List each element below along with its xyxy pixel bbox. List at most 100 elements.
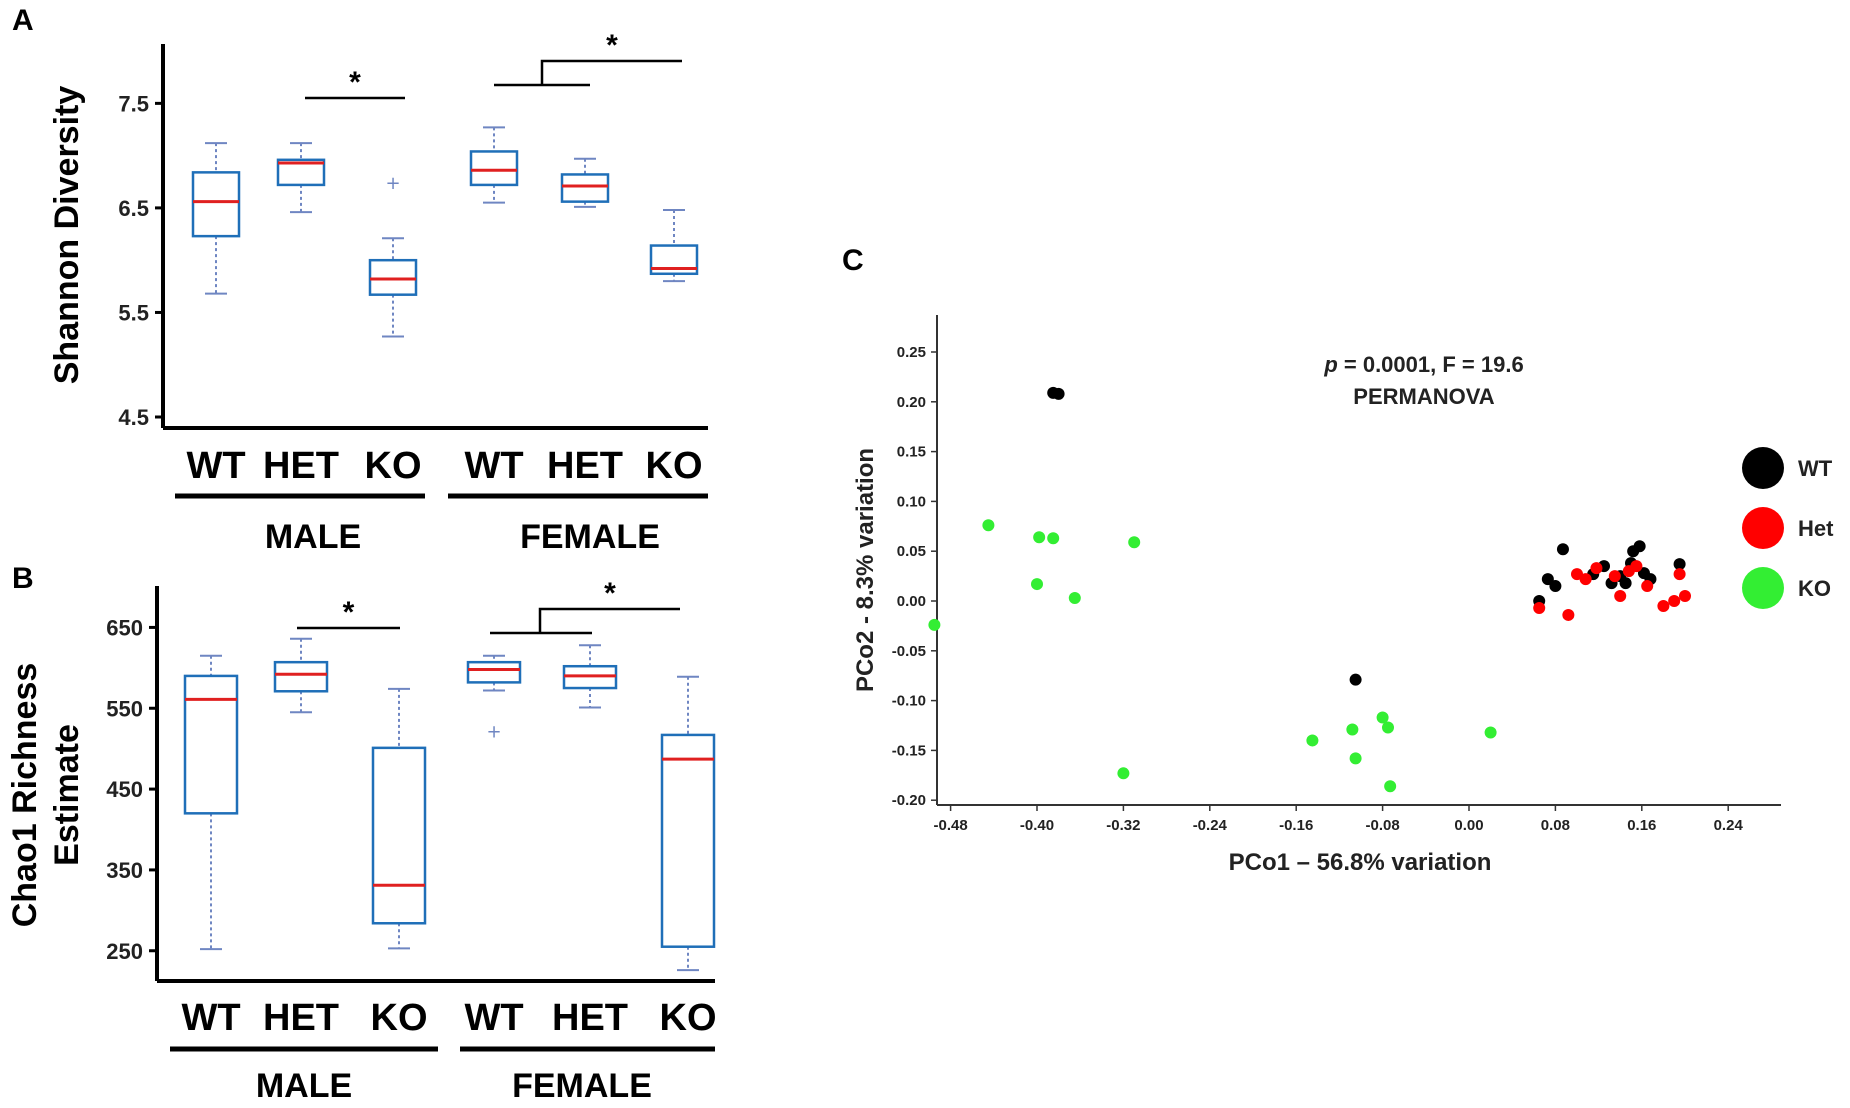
panel-b-male-ko-box <box>371 746 427 925</box>
legend-het-label: Het <box>1798 516 1834 541</box>
panel-b-male-wt-category-label: WT <box>181 997 240 1039</box>
panel-c-point-het <box>1668 595 1681 607</box>
panel-c-y-tick-label: -0.05 <box>892 643 926 660</box>
stat-text: = 0.0001, F = 19.6 <box>1338 352 1524 377</box>
panel-c-y-tick-label: -0.10 <box>892 693 926 710</box>
panel-c-point-ko <box>1376 711 1389 724</box>
panel-c-point-het <box>1579 573 1592 586</box>
panel-b-y-tick-label: 250 <box>106 939 143 964</box>
panel-b-group-male: MALE <box>256 1067 352 1105</box>
panel-a-male-ko-category-label: KO <box>365 445 422 487</box>
panel-b-female-ko-category-label: KO <box>660 997 717 1039</box>
panel-c-point-ko <box>1349 752 1362 765</box>
panel-c-y-tick-label: 0.00 <box>897 593 926 610</box>
panel-c-pcoa-scatter: PCo2 - 8.3% variation PCo1 – 56.8% varia… <box>852 315 1834 876</box>
legend-ko-label: KO <box>1798 576 1831 601</box>
panel-c-point-ko <box>928 618 941 631</box>
panel-b-significance-star-female: * <box>604 577 616 610</box>
panel-c-x-tick-label: 0.08 <box>1541 817 1570 834</box>
panel-b-female-wt-box <box>466 660 522 684</box>
panel-b-y-tick-label: 650 <box>106 615 143 640</box>
panel-c-point-ko <box>1384 780 1397 793</box>
panel-b-y-label-line-2: Estimate <box>48 724 86 866</box>
panel-c-point-wt <box>1541 573 1554 586</box>
panel-b-female-het-category-label: HET <box>552 997 628 1039</box>
panel-a-female-ko-box <box>649 244 699 276</box>
panel-b-significance-bracket-female-top <box>538 607 680 633</box>
legend-wt-label: WT <box>1798 456 1833 481</box>
panel-c-y-tick-label: 0.20 <box>897 394 926 411</box>
panel-c-point-wt <box>1556 543 1569 556</box>
panel-a-female-wt-category-label: WT <box>464 445 523 487</box>
panel-c-y-label: PCo2 - 8.3% variation <box>852 448 879 692</box>
panel-c-x-tick-label: -0.08 <box>1365 817 1399 834</box>
panel-b-y-label-line-1: Chao1 Richness <box>6 663 44 928</box>
panel-a-male-wt-box <box>191 171 241 238</box>
panel-c-point-wt <box>1349 673 1362 686</box>
panel-a-female-het-box <box>560 173 610 203</box>
panel-b-male-het-box <box>273 660 329 693</box>
panel-c-x-tick-label: 0.16 <box>1627 817 1656 834</box>
panel-label-c: C <box>842 244 864 277</box>
panel-c-point-het <box>1630 560 1643 573</box>
panel-c-x-tick-label: -0.24 <box>1193 817 1228 834</box>
panel-c-point-ko <box>1382 721 1394 734</box>
panel-c-point-ko <box>1484 726 1497 739</box>
panel-b-y-tick-label: 350 <box>106 858 143 883</box>
panel-c-point-het <box>1673 568 1686 581</box>
panel-c-point-ko <box>1346 723 1359 736</box>
panel-b-male-wt-box <box>183 674 239 815</box>
panel-c-point-ko <box>1117 767 1130 780</box>
panel-c-point-wt <box>1549 580 1562 593</box>
panel-c-point-het <box>1679 590 1691 603</box>
panel-c-y-tick-label: -0.20 <box>892 792 926 809</box>
panel-c-point-ko <box>1128 536 1141 549</box>
panel-c-x-tick-label: -0.32 <box>1106 817 1140 834</box>
panel-a-y-tick-label: 4.5 <box>118 405 149 430</box>
panel-c-point-het <box>1608 570 1621 583</box>
panel-a-significance-star-female: * <box>606 29 618 62</box>
panel-c-y-tick-label: 0.25 <box>897 344 926 361</box>
panel-c-point-ko <box>1031 578 1043 591</box>
panel-a-male-ko-box <box>368 258 418 296</box>
panel-c-point-ko <box>1033 531 1046 544</box>
panel-c-point-het <box>1562 608 1575 621</box>
panel-c-point-ko <box>982 519 995 532</box>
panel-c-point-het <box>1657 599 1670 612</box>
panel-c-y-tick-label: -0.15 <box>892 742 926 759</box>
panel-c-point-ko <box>1047 532 1060 545</box>
panel-c-x-tick-label: -0.16 <box>1279 817 1313 834</box>
panel-a-significance-star-male: * <box>349 66 361 99</box>
panel-a-group-female: FEMALE <box>520 518 660 556</box>
panel-a-male-wt-category-label: WT <box>186 445 245 487</box>
panel-b-y-tick-label: 450 <box>106 777 143 802</box>
panel-c-point-het <box>1590 562 1603 575</box>
panel-b-female-wt-category-label: WT <box>464 997 523 1039</box>
stat-symbol: p <box>1323 352 1337 377</box>
panel-c-point-wt <box>1633 540 1646 553</box>
panel-c-x-tick-label: 0.00 <box>1454 817 1483 834</box>
panel-c-point-wt <box>1052 387 1065 400</box>
panel-b-male-het-category-label: HET <box>263 997 339 1039</box>
panel-c-stat-annotation: p = 0.0001, F = 19.6 <box>1323 352 1523 377</box>
panel-a-boxplot: Shannon Diversity MALE FEMALE 7.5 6.5 5.5 4… <box>48 29 708 556</box>
panel-b-female-wt-outlier: + <box>486 722 501 743</box>
panel-b-female-ko-box <box>660 733 716 948</box>
panel-label-b: B <box>12 562 34 595</box>
panel-c-point-het <box>1641 580 1654 593</box>
panel-c-point-ko <box>1306 734 1319 747</box>
panel-c-y-tick-label: 0.15 <box>897 444 926 461</box>
panel-label-a: A <box>12 4 34 37</box>
panel-a-significance-bracket-female-top <box>540 59 682 85</box>
legend-wt-marker <box>1742 447 1784 489</box>
panel-a-y-tick-label: 5.5 <box>118 300 149 325</box>
panel-a-y-tick-label: 7.5 <box>118 91 149 116</box>
panel-c-point-het <box>1614 590 1627 603</box>
panel-a-male-het-box <box>276 158 326 187</box>
panel-c-point-wt <box>1619 577 1632 590</box>
panel-a-y-tick-label: 6.5 <box>118 196 149 221</box>
panel-a-female-het-category-label: HET <box>547 445 623 487</box>
panel-c-method-annotation: PERMANOVA <box>1353 384 1494 409</box>
panel-b-boxplot: Chao1 Richness Estimate MALE FEMALE 650 5… <box>6 577 717 1105</box>
